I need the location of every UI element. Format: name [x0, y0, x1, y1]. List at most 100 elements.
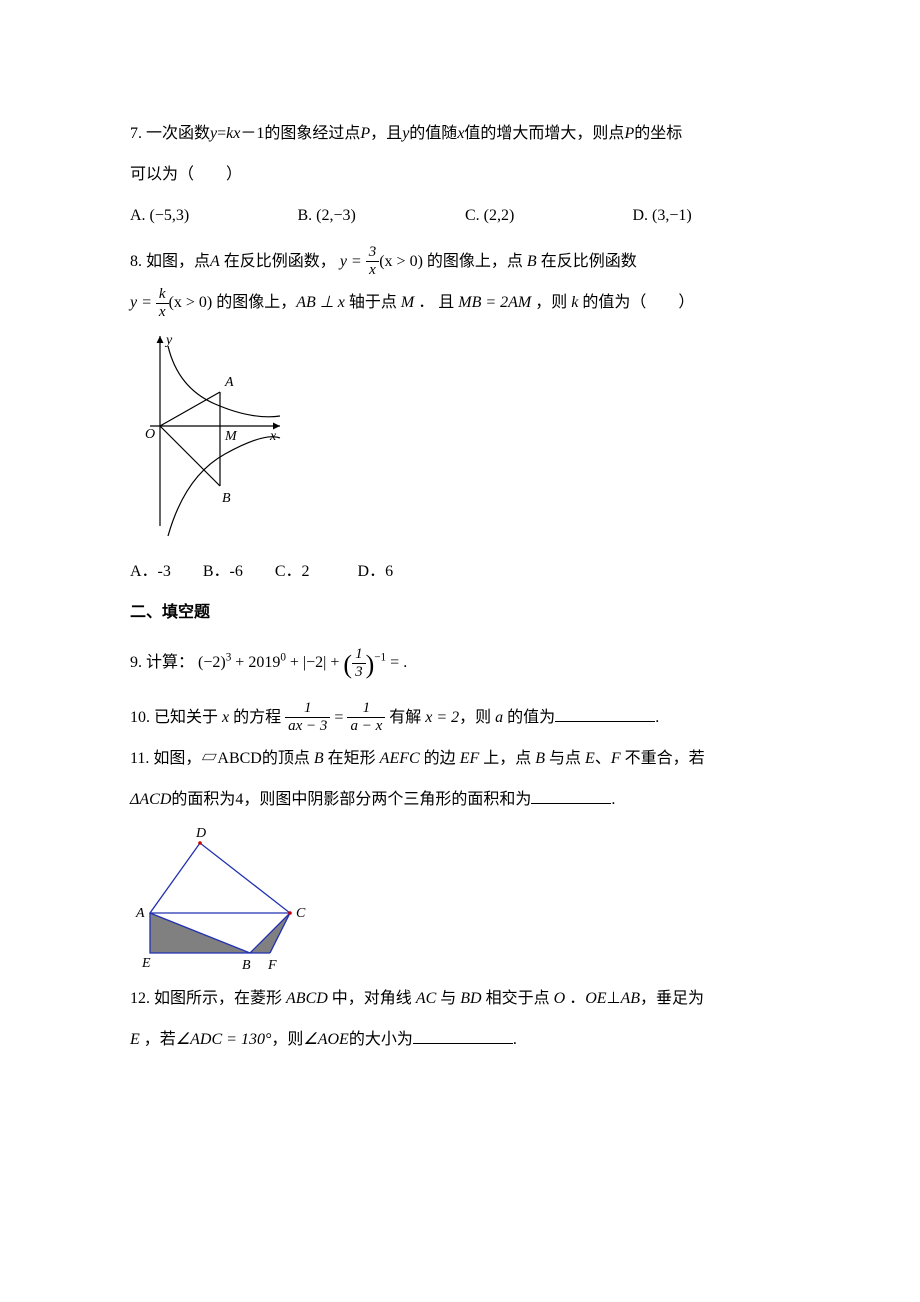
q9-expr: (−2)3 + 20190 + |−2| + (13)−1 = [198, 654, 403, 671]
q8-t9: 的值为（ ） [578, 294, 694, 311]
q7-stem: 7. 一次函数y=kx－1的图象经过点P，且y的值随x值的增大而增大，则点P的坐… [130, 116, 800, 151]
q11-t8: 的面积为4，则图中阴影部分两个三角形的面积和为 [171, 791, 531, 808]
q12-blank[interactable] [413, 1027, 513, 1044]
q7-choice-c: C. (2,2) [465, 198, 633, 233]
q8-eq1-den: x [366, 262, 380, 278]
svg-text:M: M [224, 429, 238, 444]
svg-text:O: O [145, 427, 155, 442]
q12-ve: E [130, 1031, 144, 1048]
q11-t3: 的边 [424, 750, 456, 767]
q12-t4: 相交于点 [486, 990, 550, 1007]
q11-vaefc: AEFC [376, 750, 424, 767]
q12-aoe: ∠AOE [303, 1031, 348, 1048]
q10-vx: x [218, 709, 233, 726]
q11-triacd: ΔACD [130, 791, 171, 808]
q9-fd: 3 [352, 664, 366, 680]
q11-blank[interactable] [531, 787, 611, 804]
q12-adc: ∠ADC = 130° [176, 1031, 272, 1048]
q11-t2: 在矩形 [328, 750, 376, 767]
q8-t5: 的图像上， [216, 294, 296, 311]
q11-t7: 不重合，若 [625, 750, 705, 767]
q10-t5: 的值为 [507, 709, 555, 726]
q12-t7: ，垂足为 [640, 990, 704, 1007]
q9-e1: (−2) [198, 654, 226, 671]
section-2-header: 二、填空题 [130, 595, 800, 630]
q12-t9: ，则 [271, 1031, 303, 1048]
q12-t8: ，若 [144, 1031, 176, 1048]
q12-stem-line1: 12. 如图所示，在菱形 ABCD 中，对角线 AC 与 BD 相交于点 O ．… [130, 981, 800, 1016]
svg-text:D: D [195, 826, 206, 841]
q11-vb2: B [531, 750, 549, 767]
q9-tail: . [403, 654, 407, 671]
q8-stem-line2: y = kx(x > 0) 的图像上，AB ⊥ x 轴于点 M ． 且 MB =… [130, 285, 800, 320]
q12-vab: AB [620, 990, 640, 1007]
q10-xeq2: x = 2 [421, 709, 459, 726]
q9-e3: + |−2| + [286, 654, 343, 671]
q12-stem-line2: E ，若∠ADC = 130°，则∠AOE的大小为. [130, 1022, 800, 1057]
q11-t4: 上，点 [483, 750, 531, 767]
q11-tail: . [611, 791, 615, 808]
q10-t4: ，则 [459, 709, 491, 726]
q12-voe: OE [585, 990, 606, 1007]
q8-eq2-num: k [156, 287, 169, 304]
q8-eq2-cond: (x > 0) [169, 294, 213, 311]
q8-eq1-num: 3 [366, 245, 380, 262]
q9-e2: + 2019 [231, 654, 280, 671]
q10-tail: . [655, 709, 659, 726]
q9-exp: −1 [374, 652, 386, 664]
q11-stem-line1: 11. 如图，▱ABCD的顶点 B 在矩形 AEFC 的边 EF 上，点 B 与… [130, 741, 800, 776]
svg-text:F: F [267, 958, 277, 973]
q8-t1: 8. 如图，点 [130, 253, 210, 270]
q12-t3: 与 [440, 990, 456, 1007]
q7-math-p2: P [624, 125, 634, 142]
q7-math-kx: kx [226, 125, 240, 142]
q12-t10: 的大小为 [349, 1031, 413, 1048]
q7-text-2: 的图象经过点 [264, 125, 360, 142]
q10-blank[interactable] [555, 705, 655, 722]
q10-f1n: 1 [285, 701, 330, 718]
q8-mb2am: MB = 2AM [458, 294, 531, 311]
q12-t2: 中，对角线 [332, 990, 412, 1007]
q12-vac: AC [412, 990, 440, 1007]
svg-text:B: B [222, 491, 231, 506]
q7-text-1: 7. 一次函数 [130, 125, 210, 142]
q7-choices: A. (−5,3) B. (2,−3) C. (2,2) D. (3,−1) [130, 198, 800, 233]
q8-eq2-lhs: y = [130, 294, 152, 311]
q10-f2d: a − x [347, 718, 385, 734]
q12-tail: . [513, 1031, 517, 1048]
q8-t7: ． 且 [414, 294, 458, 311]
q7-text-4: 的值随 [409, 125, 457, 142]
q8-var-m: M [401, 294, 414, 311]
q10-va: a [491, 709, 507, 726]
q10-t1: 10. 已知关于 [130, 709, 218, 726]
q7-text-5: 值的增大而增大，则点 [464, 125, 624, 142]
q12-vbd: BD [456, 990, 485, 1007]
q11-diagram: D A C E B F [130, 823, 800, 973]
q7-math-y: y [210, 125, 217, 142]
q12-t5: ． [569, 990, 585, 1007]
q8-eq1-cond: (x > 0) [379, 253, 423, 270]
q12-vabcd: ABCD [282, 990, 332, 1007]
q9-eq: = [386, 654, 403, 671]
q9-fn: 1 [352, 647, 366, 664]
q11-t5: 与点 [549, 750, 581, 767]
q8-t4: 在反比例函数 [537, 253, 637, 270]
q8-t3: 的图像上，点 [427, 253, 527, 270]
q7-choice-a: A. (−5,3) [130, 198, 298, 233]
q8-t2: 在反比例函数， [220, 253, 336, 270]
q9-t1: 9. 计算： [130, 654, 194, 671]
q11-t1: 11. 如图，▱ABCD的顶点 [130, 750, 310, 767]
svg-text:C: C [296, 906, 306, 921]
q8-t8: ，则 [531, 294, 571, 311]
q7-math-p: P [360, 125, 370, 142]
q11-stem-line2: ΔACD的面积为4，则图中阴影部分两个三角形的面积和为. [130, 782, 800, 817]
q12-vo: O [550, 990, 570, 1007]
q8-eq2: y = kx(x > 0) [130, 294, 212, 311]
q10-t3: 有解 [389, 709, 421, 726]
q8-choices: A．-3 B．-6 C．2 D．6 [130, 554, 800, 589]
q7-choice-b: B. (2,−3) [298, 198, 466, 233]
q8-var-b: B [527, 253, 537, 270]
svg-text:A: A [224, 375, 234, 390]
q12-t6: ⊥ [607, 990, 621, 1007]
svg-text:B: B [242, 958, 251, 973]
